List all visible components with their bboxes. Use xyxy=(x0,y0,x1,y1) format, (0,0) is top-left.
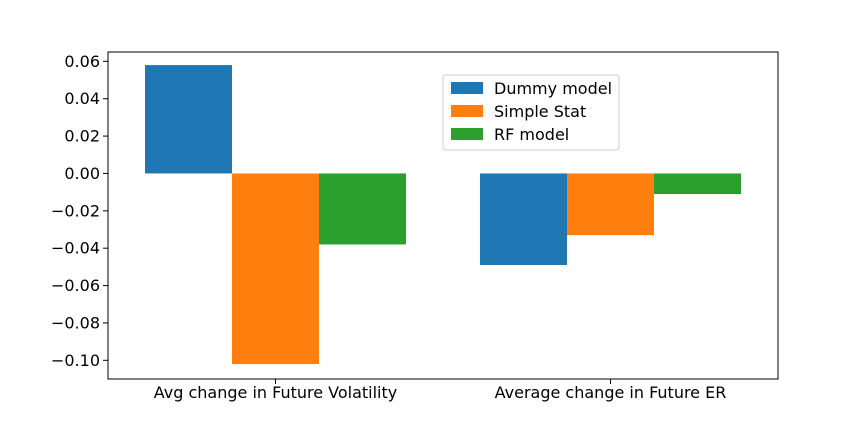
y-tick-label: −0.10 xyxy=(51,351,100,370)
bar-dummy-model-0 xyxy=(145,65,232,174)
y-tick-label: 0.04 xyxy=(64,89,100,108)
bar-rf-model-1 xyxy=(654,173,741,195)
y-tick-label: −0.04 xyxy=(51,239,100,258)
y-tick-label: −0.02 xyxy=(51,201,100,220)
legend-swatch xyxy=(451,105,483,117)
y-tick-label: −0.08 xyxy=(51,313,100,332)
y-tick-label: 0.02 xyxy=(64,127,100,146)
legend-label: RF model xyxy=(494,125,569,144)
bars-group xyxy=(145,65,741,365)
bar-dummy-model-1 xyxy=(480,173,567,266)
x-tick-label: Avg change in Future Volatility xyxy=(154,383,398,402)
legend-box xyxy=(442,74,620,151)
y-tick-label: 0.06 xyxy=(64,52,100,71)
y-tick-label: −0.06 xyxy=(51,276,100,295)
y-axis: 0.06 0.04 0.02 0.00 −0.02 −0.04 −0.06 −0.08 −0.1… xyxy=(51,52,108,370)
legend-swatch xyxy=(451,128,483,140)
x-axis: Avg change in Future Volatility Average c… xyxy=(154,379,727,402)
legend-label: Dummy model xyxy=(494,79,612,98)
bar-rf-model-0 xyxy=(319,173,406,245)
legend-label: Simple Stat xyxy=(494,102,586,121)
x-tick-label: Average change in Future ER xyxy=(495,383,727,402)
y-tick-label: 0.00 xyxy=(64,164,100,183)
plot-area-frame xyxy=(107,51,779,380)
legend: Dummy model Simple Stat RF model xyxy=(442,74,620,151)
bar-simple-stat-1 xyxy=(567,173,654,236)
legend-swatch xyxy=(451,82,483,94)
bar-simple-stat-0 xyxy=(232,173,319,365)
